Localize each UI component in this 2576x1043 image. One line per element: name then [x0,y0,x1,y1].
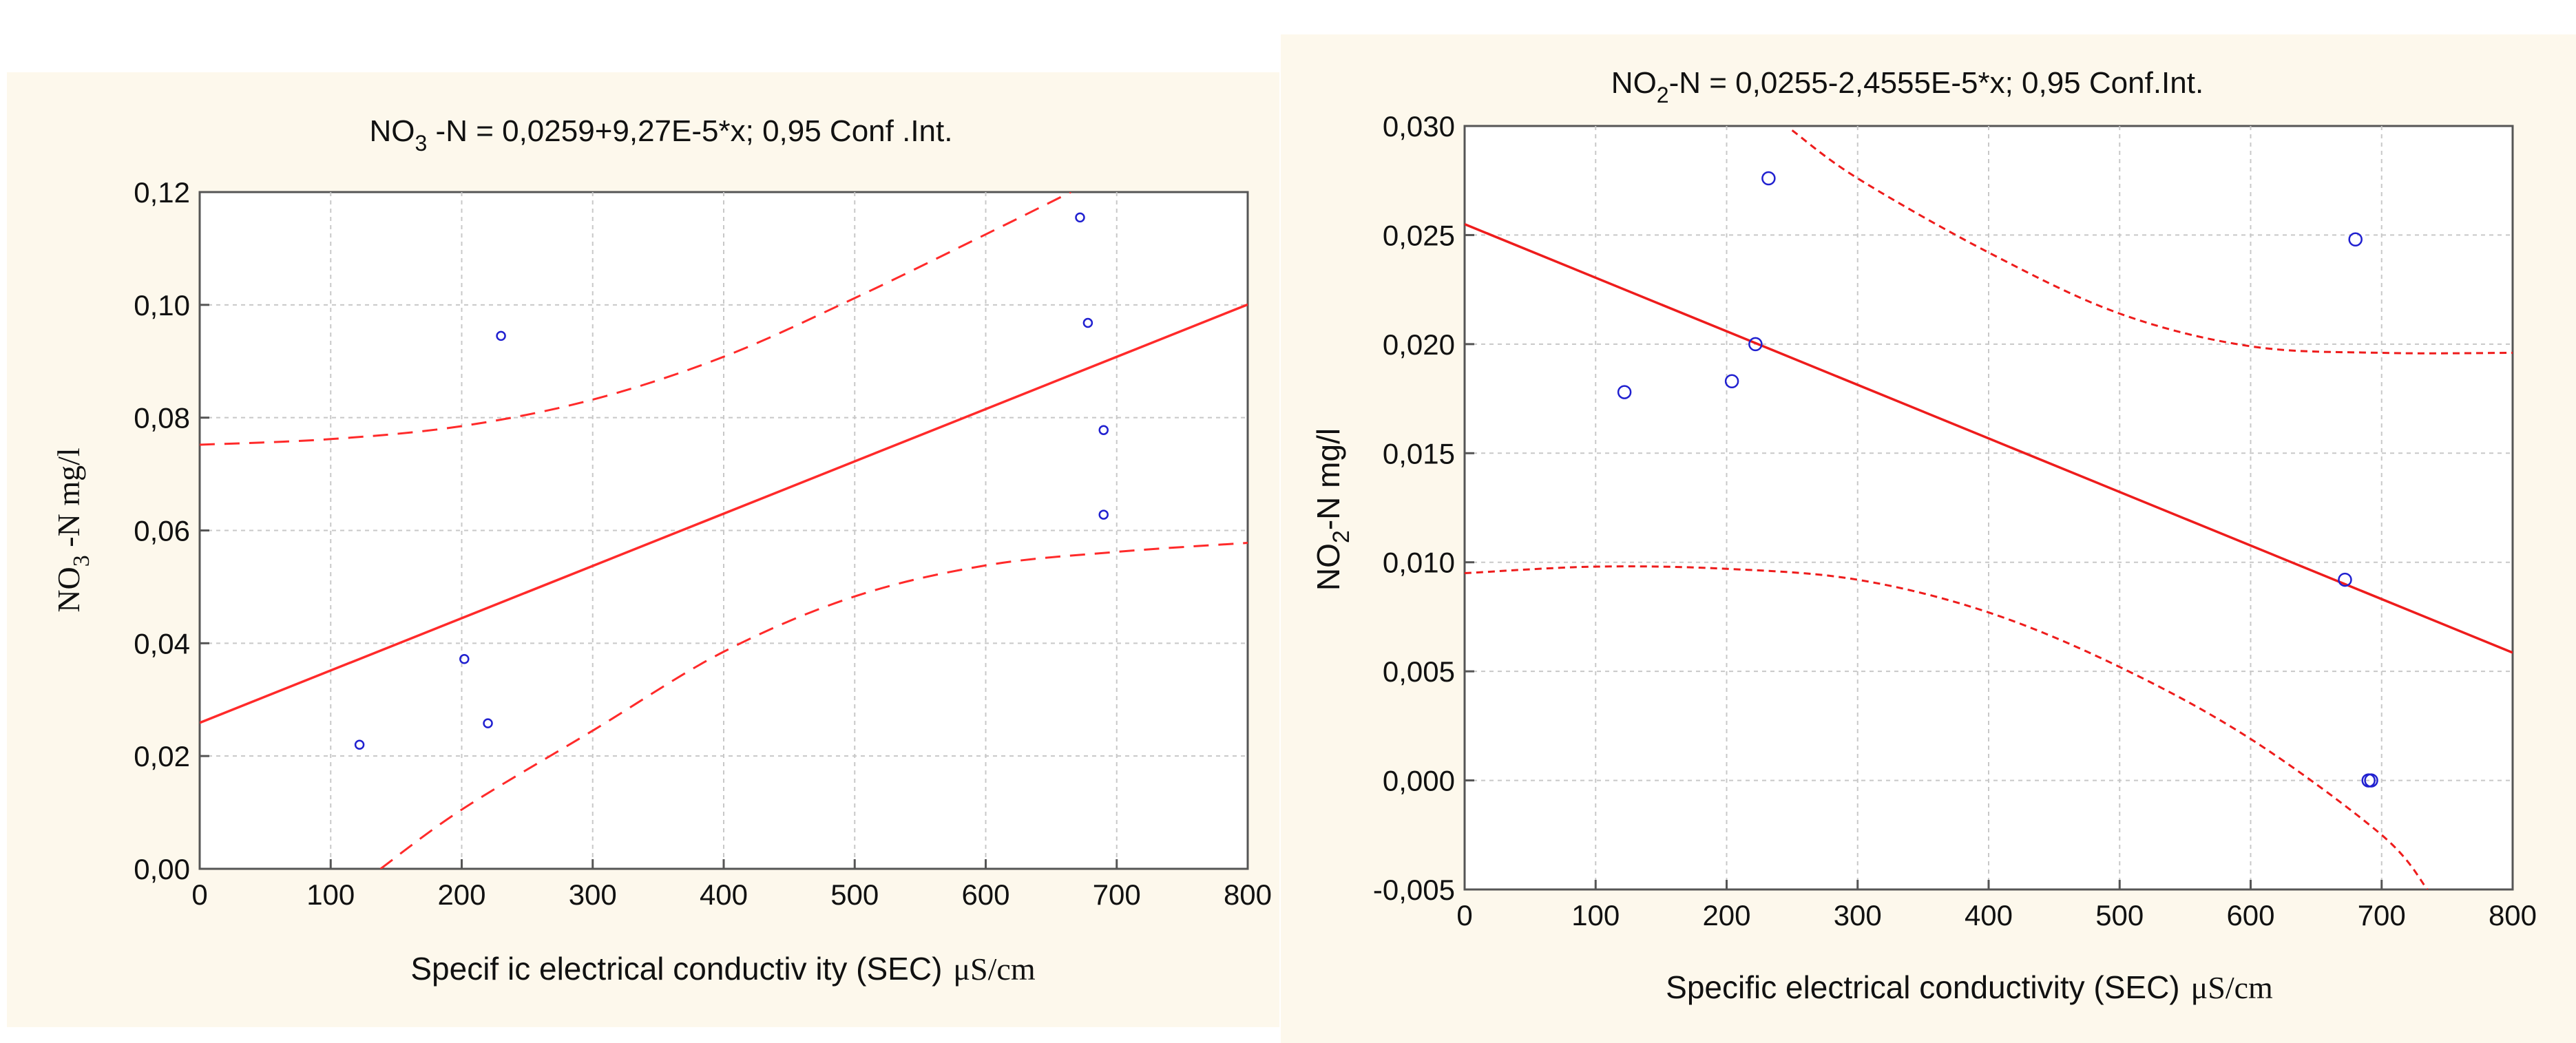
left-data-point [1082,317,1093,328]
left-regression-line [200,303,1248,724]
right-x-tick-label: 700 [2358,899,2406,931]
left-data-point [1075,212,1085,223]
right-chart: NO2-N = 0,0255-2,4555E-5*x; 0,95 Conf.In… [1310,66,2537,1005]
left-title-part-a: NO [370,114,415,148]
right-x-tick-label: 0 [1456,899,1472,931]
left-title-part-b: -N = 0,0259+9,27E-5*x; 0,95 Conf .Int. [427,114,952,148]
left-y-tick-label: 0,06 [134,515,190,547]
left-data-point [483,718,493,728]
left-x-tick-label: 300 [569,878,617,911]
left-y-tick-label: 0,04 [134,627,190,660]
right-data-point [2348,232,2363,247]
left-x-tick-label: 200 [437,878,485,911]
right-y-tick-label: 0,010 [1383,547,1455,579]
right-lower-confidence-band [1465,565,2429,889]
right-x-tick-label: 800 [2489,899,2537,931]
left-ylabel-part-b: -N mg/l [51,447,86,555]
right-xlabel-unit: μS/cm [2191,970,2273,1005]
right-data-point [1761,171,1776,186]
right-upper-confidence-band [1791,129,2513,355]
left-y-tick-label: 0,08 [134,402,190,434]
right-ylabel-part-b: -N mg/l [1310,428,1346,530]
right-title-subscript: 2 [1657,83,1669,107]
right-regression-line [1465,222,2513,654]
right-y-tick-label: 0,030 [1383,110,1455,143]
left-x-tick-label: 500 [830,878,879,911]
right-title-part-a: NO [1611,66,1657,100]
right-ylabel-part-a: NO [1310,543,1346,591]
left-plot-area: 0 100 200 300 400 500 600 700 800 0,00 0,02 0,04 0,… [134,176,1272,911]
right-y-tick-label: -0,005 [1373,874,1455,906]
right-x-tick-label: 400 [1965,899,2013,931]
right-ylabel-subscript: 2 [1328,530,1354,543]
left-y-tick-label: 0,00 [134,853,190,885]
left-ylabel-subscript: 3 [69,555,94,567]
left-data-point [1098,509,1109,520]
left-y-tick-label: 0,12 [134,176,190,209]
right-y-tick-label: 0,000 [1383,765,1455,797]
right-y-axis-title: NO2-N mg/l [1310,428,1354,591]
right-title-part-b: -N = 0,0255-2,4555E-5*x; 0,95 Conf.Int. [1669,66,2204,100]
right-y-tick-label: 0,025 [1383,219,1455,251]
left-data-point [459,654,470,664]
left-y-tick-label: 0,10 [134,289,190,322]
right-x-tick-label: 200 [1702,899,1750,931]
right-x-tick-label: 100 [1571,899,1620,931]
left-data-point [1098,425,1109,435]
right-data-point [1617,385,1632,399]
left-x-axis-title: Specif ic electrical conductiv ity (SEC)… [410,951,1035,987]
right-x-tick-label: 500 [2095,899,2144,931]
right-y-tick-label: 0,020 [1383,328,1455,361]
left-chart-panel: NO3 -N = 0,0259+9,27E-5*x; 0,95 Conf .In… [7,72,1279,1027]
left-data-point [496,330,506,341]
left-chart: NO3 -N = 0,0259+9,27E-5*x; 0,95 Conf .In… [51,114,1272,987]
right-x-tick-label: 300 [1834,899,1882,931]
left-title-subscript: 3 [415,131,428,156]
right-chart-panel: NO2-N = 0,0255-2,4555E-5*x; 0,95 Conf.In… [1281,34,2576,1043]
left-ylabel-part-a: NO [51,567,86,612]
right-data-point [2338,572,2352,587]
left-x-tick-label: 100 [306,878,355,911]
left-x-tick-label: 800 [1224,878,1272,911]
left-lower-confidence-band [379,542,1248,869]
right-y-tick-label: 0,015 [1383,437,1455,470]
left-x-tick-label: 0 [191,878,207,911]
left-x-tick-label: 400 [700,878,748,911]
left-y-axis-title: NO3 -N mg/l [51,447,94,612]
right-data-point [1748,337,1763,352]
right-chart-title: NO2-N = 0,0255-2,4555E-5*x; 0,95 Conf.In… [1611,66,2203,107]
left-y-tick-label: 0,02 [134,740,190,772]
right-data-point [1724,374,1739,388]
right-y-tick-label: 0,005 [1383,655,1455,688]
right-data-point [2364,773,2378,788]
right-xlabel-main: Specific electrical conductivity (SEC) [1666,969,2179,1005]
right-x-axis-title: Specific electrical conductivity (SEC) μS… [1666,969,2273,1005]
left-xlabel-unit: μS/cm [953,951,1035,987]
left-x-tick-label: 700 [1093,878,1141,911]
left-chart-title: NO3 -N = 0,0259+9,27E-5*x; 0,95 Conf .In… [370,114,953,156]
left-xlabel-main: Specif ic electrical conductiv ity (SEC) [410,951,942,987]
right-x-tick-label: 600 [2226,899,2274,931]
right-plot-area: 0 100 200 300 400 500 600 700 800 -0,005 0,000 0,0… [1373,110,2537,931]
left-data-point [354,739,365,750]
left-x-tick-label: 600 [961,878,1009,911]
